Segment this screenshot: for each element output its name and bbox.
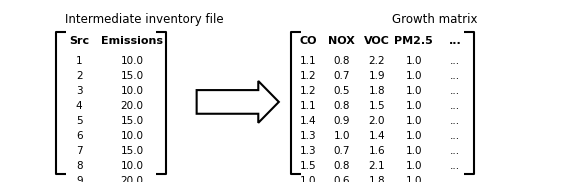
Text: 1.4: 1.4 <box>300 116 316 126</box>
Text: 1.9: 1.9 <box>369 71 385 81</box>
Text: 4: 4 <box>76 101 83 111</box>
Text: ...: ... <box>450 56 460 66</box>
Text: 2.2: 2.2 <box>369 56 385 66</box>
Text: 2: 2 <box>76 71 83 81</box>
Text: Growth matrix: Growth matrix <box>392 13 477 26</box>
Text: ...: ... <box>450 161 460 171</box>
Polygon shape <box>197 81 279 123</box>
Text: 10.0: 10.0 <box>120 86 144 96</box>
Text: 1.3: 1.3 <box>300 131 316 141</box>
Text: 6: 6 <box>76 131 83 141</box>
Text: 0.8: 0.8 <box>333 101 350 111</box>
Text: 15.0: 15.0 <box>120 146 144 156</box>
Text: 15.0: 15.0 <box>120 116 144 126</box>
Text: ...: ... <box>450 176 460 182</box>
Text: ...: ... <box>448 36 461 46</box>
Text: 2.0: 2.0 <box>369 116 385 126</box>
Text: 1.6: 1.6 <box>369 146 385 156</box>
Text: ...: ... <box>450 71 460 81</box>
Text: 1.2: 1.2 <box>300 86 316 96</box>
Text: 8: 8 <box>76 161 83 171</box>
Text: ...: ... <box>450 146 460 156</box>
Text: 1.0: 1.0 <box>406 71 422 81</box>
Text: 0.8: 0.8 <box>333 161 350 171</box>
Text: 1.5: 1.5 <box>369 101 385 111</box>
Text: 20.0: 20.0 <box>120 176 144 182</box>
Text: 1.0: 1.0 <box>406 176 422 182</box>
Text: 1.0: 1.0 <box>406 146 422 156</box>
Text: 1.8: 1.8 <box>369 176 385 182</box>
Text: 0.7: 0.7 <box>333 71 350 81</box>
Text: PM2.5: PM2.5 <box>394 36 433 46</box>
Text: 1.0: 1.0 <box>406 86 422 96</box>
Text: 10.0: 10.0 <box>120 131 144 141</box>
Text: Intermediate inventory file: Intermediate inventory file <box>65 13 223 26</box>
Text: 1.0: 1.0 <box>406 131 422 141</box>
Text: Emissions: Emissions <box>101 36 163 46</box>
Text: NOX: NOX <box>328 36 355 46</box>
Text: 1.5: 1.5 <box>300 161 316 171</box>
Text: 1.0: 1.0 <box>406 101 422 111</box>
Text: 10.0: 10.0 <box>120 56 144 66</box>
Text: 1.2: 1.2 <box>300 71 316 81</box>
Text: 1.0: 1.0 <box>300 176 316 182</box>
Text: 1.1: 1.1 <box>300 56 316 66</box>
Text: 1.1: 1.1 <box>300 101 316 111</box>
Text: 1.4: 1.4 <box>369 131 385 141</box>
Text: ...: ... <box>450 86 460 96</box>
Text: CO: CO <box>299 36 317 46</box>
Text: 10.0: 10.0 <box>120 161 144 171</box>
Text: 1.0: 1.0 <box>406 161 422 171</box>
Text: 0.9: 0.9 <box>333 116 350 126</box>
Text: Src: Src <box>69 36 89 46</box>
Text: 2.1: 2.1 <box>369 161 385 171</box>
Text: 1.8: 1.8 <box>369 86 385 96</box>
Text: 1: 1 <box>76 56 83 66</box>
Text: 5: 5 <box>76 116 83 126</box>
Text: 0.5: 0.5 <box>333 86 350 96</box>
Text: 0.6: 0.6 <box>333 176 350 182</box>
Text: 9: 9 <box>76 176 83 182</box>
Text: 15.0: 15.0 <box>120 71 144 81</box>
Text: 20.0: 20.0 <box>120 101 144 111</box>
Text: 0.7: 0.7 <box>333 146 350 156</box>
Text: 1.0: 1.0 <box>333 131 350 141</box>
Text: 3: 3 <box>76 86 83 96</box>
Text: 0.8: 0.8 <box>333 56 350 66</box>
Text: ...: ... <box>450 101 460 111</box>
Text: ...: ... <box>450 116 460 126</box>
Text: 1.0: 1.0 <box>406 116 422 126</box>
Text: ...: ... <box>450 131 460 141</box>
Text: 1.0: 1.0 <box>406 56 422 66</box>
Text: VOC: VOC <box>364 36 390 46</box>
Text: 1.3: 1.3 <box>300 146 316 156</box>
Text: 7: 7 <box>76 146 83 156</box>
